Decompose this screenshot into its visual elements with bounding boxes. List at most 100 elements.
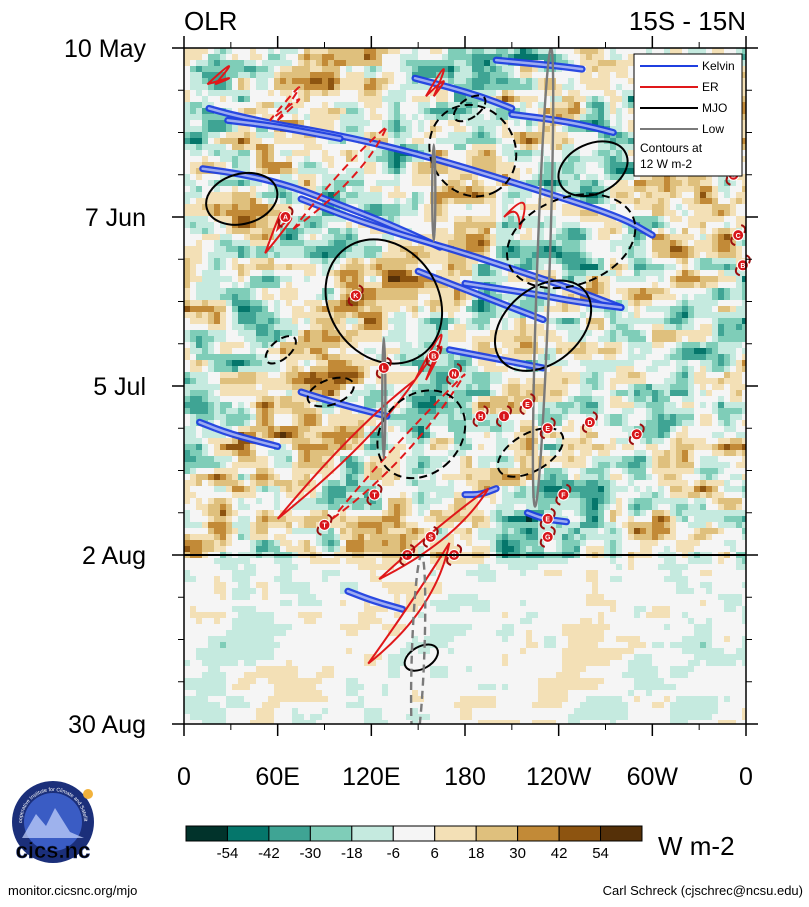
olr-cell bbox=[490, 168, 497, 175]
olr-cell bbox=[322, 354, 329, 361]
olr-cell bbox=[256, 336, 263, 343]
olr-cell bbox=[418, 288, 425, 295]
olr-cell bbox=[568, 192, 575, 199]
olr-cell bbox=[556, 348, 563, 355]
olr-cell bbox=[568, 216, 575, 223]
olr-cell bbox=[604, 246, 611, 253]
olr-cell bbox=[520, 108, 527, 115]
olr-cell bbox=[658, 288, 665, 295]
olr-cell bbox=[502, 294, 509, 301]
olr-cell bbox=[286, 360, 293, 367]
olr-cell bbox=[556, 108, 563, 115]
olr-cell bbox=[304, 288, 311, 295]
olr-cell bbox=[388, 162, 395, 169]
olr-cell bbox=[196, 150, 203, 157]
olr-cell bbox=[400, 348, 407, 355]
olr-cell bbox=[346, 60, 353, 67]
olr-cell bbox=[460, 198, 467, 205]
olr-cell bbox=[652, 234, 659, 241]
olr-cell bbox=[244, 108, 251, 115]
olr-cell bbox=[358, 270, 365, 277]
olr-cell bbox=[712, 240, 719, 247]
olr-cell bbox=[328, 186, 335, 193]
olr-cell bbox=[328, 90, 335, 97]
olr-cell bbox=[196, 210, 203, 217]
olr-cell bbox=[706, 288, 713, 295]
olr-cell bbox=[274, 366, 281, 373]
olr-cell bbox=[346, 336, 353, 343]
olr-cell bbox=[646, 324, 653, 331]
olr-cell bbox=[640, 360, 647, 367]
olr-cell bbox=[310, 300, 317, 307]
olr-cell bbox=[358, 252, 365, 259]
olr-cell bbox=[316, 210, 323, 217]
olr-cell bbox=[484, 60, 491, 67]
olr-cell bbox=[364, 48, 371, 55]
olr-cell bbox=[616, 48, 623, 55]
olr-cell bbox=[412, 132, 419, 139]
olr-cell bbox=[346, 168, 353, 175]
olr-cell bbox=[436, 270, 443, 277]
olr-cell bbox=[334, 90, 341, 97]
olr-cell bbox=[688, 240, 695, 247]
olr-cell bbox=[286, 162, 293, 169]
olr-cell bbox=[316, 234, 323, 241]
olr-cell bbox=[208, 162, 215, 169]
olr-cell bbox=[490, 222, 497, 229]
olr-cell bbox=[400, 168, 407, 175]
olr-cell bbox=[244, 132, 251, 139]
olr-cell bbox=[442, 294, 449, 301]
olr-cell bbox=[514, 102, 521, 109]
olr-cell bbox=[436, 180, 443, 187]
olr-cell bbox=[664, 222, 671, 229]
olr-cell bbox=[250, 342, 257, 349]
olr-cell bbox=[502, 324, 509, 331]
olr-cell bbox=[418, 102, 425, 109]
olr-cell bbox=[292, 294, 299, 301]
olr-cell bbox=[538, 246, 545, 253]
olr-cell bbox=[724, 246, 731, 253]
olr-cell bbox=[730, 306, 737, 313]
olr-cell bbox=[628, 84, 635, 91]
olr-cell bbox=[238, 54, 245, 61]
olr-cell bbox=[226, 324, 233, 331]
olr-cell bbox=[220, 174, 227, 181]
olr-cell bbox=[256, 162, 263, 169]
olr-cell bbox=[742, 288, 746, 295]
olr-cell bbox=[460, 264, 467, 271]
olr-cell bbox=[526, 120, 533, 127]
olr-cell bbox=[592, 90, 599, 97]
olr-cell bbox=[574, 204, 581, 211]
olr-cell bbox=[370, 114, 377, 121]
olr-cell bbox=[196, 180, 203, 187]
olr-cell bbox=[388, 90, 395, 97]
olr-cell bbox=[322, 342, 329, 349]
olr-cell bbox=[322, 120, 329, 127]
olr-cell bbox=[556, 210, 563, 217]
olr-cell bbox=[628, 342, 635, 349]
olr-cell bbox=[298, 360, 305, 367]
olr-cell bbox=[388, 306, 395, 313]
olr-cell bbox=[742, 324, 746, 331]
olr-cell bbox=[232, 54, 239, 61]
olr-cell bbox=[388, 114, 395, 121]
olr-cell bbox=[628, 78, 635, 85]
olr-cell bbox=[658, 300, 665, 307]
olr-cell bbox=[388, 324, 395, 331]
olr-cell bbox=[670, 300, 677, 307]
olr-cell bbox=[712, 336, 719, 343]
olr-cell bbox=[460, 222, 467, 229]
olr-cell bbox=[400, 108, 407, 115]
olr-cell bbox=[220, 204, 227, 211]
olr-cell bbox=[502, 216, 509, 223]
olr-cell bbox=[694, 282, 701, 289]
olr-cell bbox=[226, 192, 233, 199]
olr-cell bbox=[622, 348, 629, 355]
olr-cell bbox=[286, 66, 293, 73]
olr-cell bbox=[238, 306, 245, 313]
olr-cell bbox=[568, 210, 575, 217]
olr-cell bbox=[268, 132, 275, 139]
olr-cell bbox=[682, 318, 689, 325]
olr-cell bbox=[478, 246, 485, 253]
olr-cell bbox=[430, 324, 437, 331]
